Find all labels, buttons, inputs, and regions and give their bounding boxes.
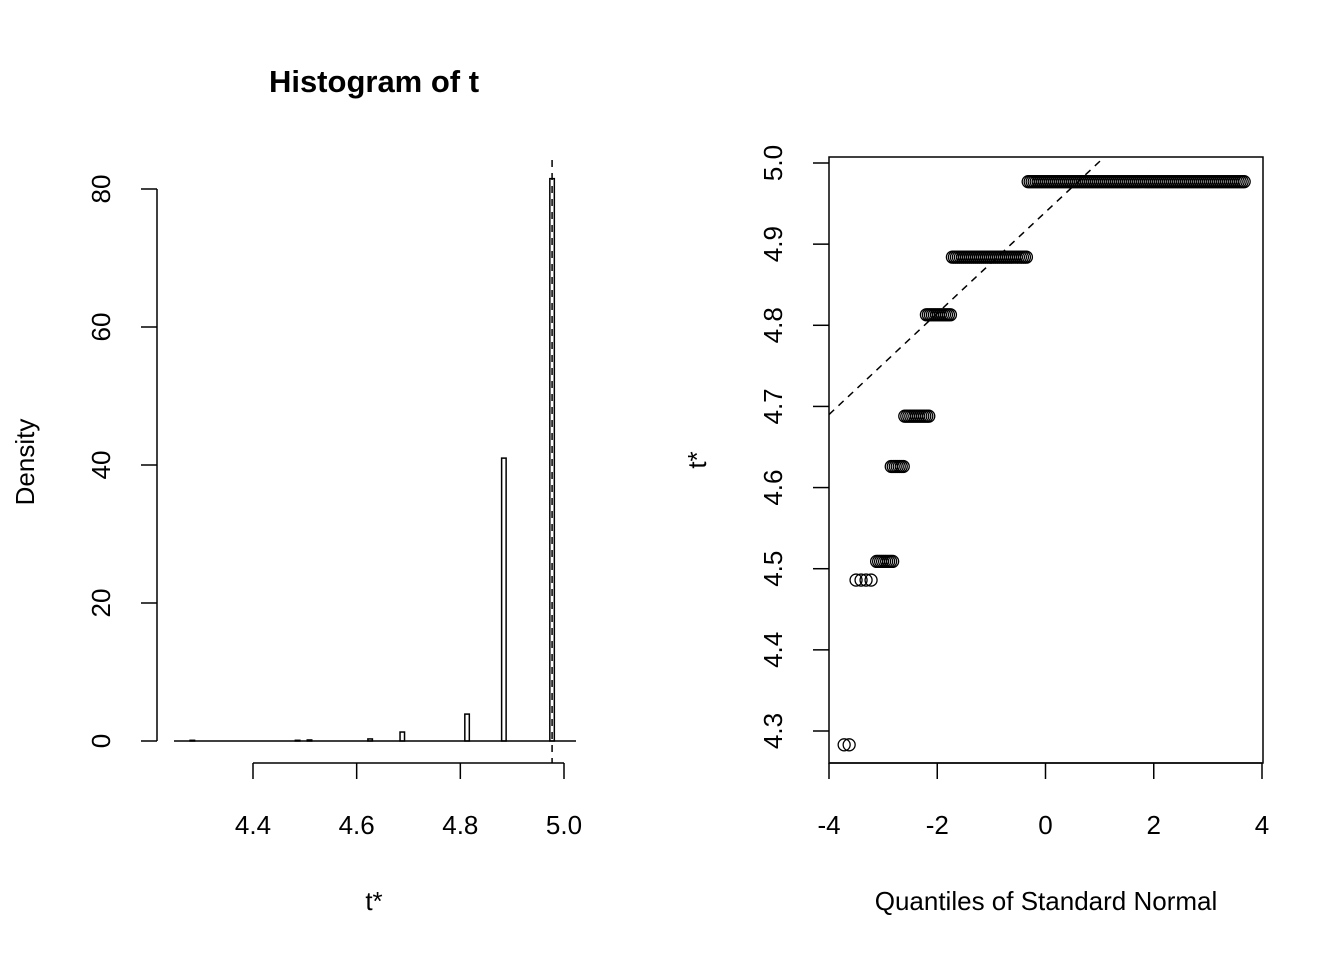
qq-y-axis-label: t* bbox=[682, 451, 712, 468]
qq-x-tick-label: 0 bbox=[1038, 810, 1052, 840]
histogram-x-tick-label: 4.6 bbox=[339, 810, 375, 840]
qq-y-tick-label: 4.8 bbox=[758, 307, 788, 343]
qq-reference-line bbox=[829, 157, 1106, 416]
qq-point bbox=[842, 738, 856, 752]
histogram-y-tick-label: 0 bbox=[86, 734, 116, 748]
qq-y-tick-label: 4.5 bbox=[758, 551, 788, 587]
qq-x-tick-label: -2 bbox=[926, 810, 949, 840]
qq-point bbox=[837, 738, 851, 752]
histogram-x-tick-label: 4.4 bbox=[235, 810, 271, 840]
histogram-bar bbox=[294, 739, 301, 742]
qq-point bbox=[864, 573, 878, 587]
histogram-bar bbox=[464, 713, 471, 742]
histogram-bar bbox=[189, 739, 196, 742]
histogram-bar bbox=[399, 731, 406, 742]
qq-x-axis-label: Quantiles of Standard Normal bbox=[875, 886, 1218, 916]
histogram-y-tick-label: 40 bbox=[86, 451, 116, 480]
qq-y-tick-label: 4.7 bbox=[758, 388, 788, 424]
qq-point bbox=[943, 308, 958, 322]
qq-point bbox=[859, 573, 873, 587]
histogram-y-tick-label: 60 bbox=[86, 313, 116, 342]
histogram-x-axis-label: t* bbox=[365, 886, 382, 916]
histogram-title: Histogram of t bbox=[269, 64, 479, 99]
qq-point bbox=[885, 554, 900, 569]
qq-y-tick-label: 4.4 bbox=[758, 632, 788, 668]
qq-y-tick-label: 4.9 bbox=[758, 226, 788, 262]
histogram-plot-area: 0 20 40 60 80 4.4 4.6 4.8 5.0 bbox=[86, 160, 582, 840]
qq-x-tick-label: 4 bbox=[1255, 810, 1269, 840]
histogram-x-tick-label: 5.0 bbox=[546, 810, 582, 840]
qq-point bbox=[922, 409, 936, 423]
histogram-bar bbox=[367, 738, 374, 742]
qq-plot-area: -4 -2 0 2 4 4.3 4.4 4.5 4.6 4.7 4.8 4.9 5.0 bbox=[758, 145, 1269, 840]
qq-panel: Quantiles of Standard Normal t* -4 -2 0 2 4 4… bbox=[682, 145, 1269, 916]
qq-point bbox=[1237, 175, 1251, 189]
histogram-y-axis-label: Density bbox=[10, 419, 40, 506]
qq-x-tick-label: -4 bbox=[817, 810, 840, 840]
qq-data-layer bbox=[829, 157, 1251, 752]
qq-point bbox=[1019, 250, 1034, 264]
histogram-panel: Histogram of t t* Density 0 20 40 60 80 4.4 4.… bbox=[10, 64, 582, 916]
qq-point bbox=[854, 573, 868, 587]
histogram-y-tick-label: 20 bbox=[86, 589, 116, 618]
histogram-bar bbox=[306, 739, 313, 742]
qq-point bbox=[849, 573, 863, 587]
histogram-x-tick-label: 4.8 bbox=[442, 810, 478, 840]
histogram-y-tick-label: 80 bbox=[86, 175, 116, 204]
qq-y-tick-label: 5.0 bbox=[758, 145, 788, 181]
qq-y-tick-label: 4.6 bbox=[758, 469, 788, 505]
qq-point bbox=[896, 459, 910, 474]
histogram-bar bbox=[500, 457, 507, 742]
qq-x-tick-label: 2 bbox=[1147, 810, 1161, 840]
qq-y-tick-label: 4.3 bbox=[758, 713, 788, 749]
